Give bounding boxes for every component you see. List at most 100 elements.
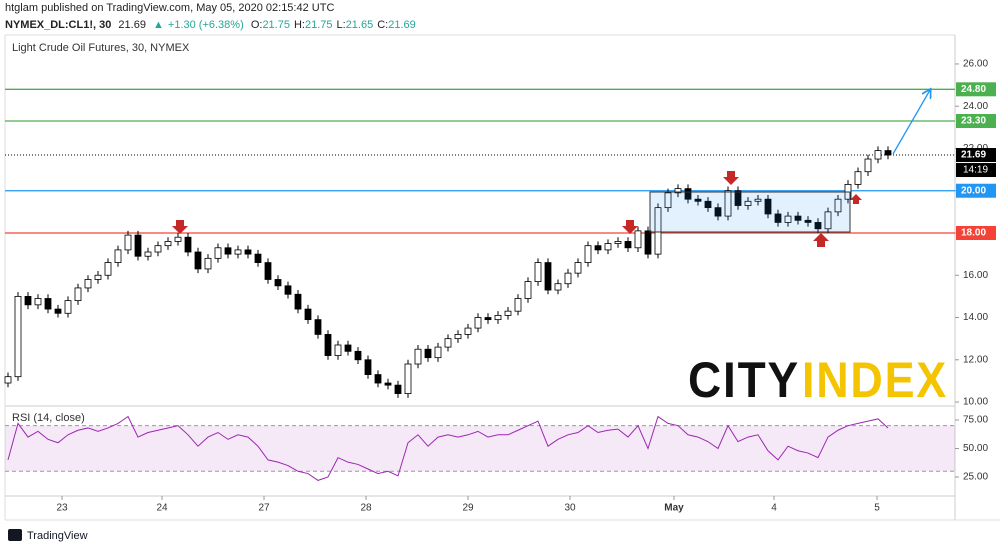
candle-body — [164, 241, 172, 247]
candle-body — [194, 251, 202, 270]
down-arrow — [723, 171, 739, 185]
candle-body — [804, 219, 812, 223]
candle-body — [84, 279, 92, 289]
symbol: NYMEX_DL:CL1!, 30 — [5, 19, 112, 31]
candle-body — [654, 207, 662, 255]
candle-body — [704, 200, 712, 209]
candle-body — [684, 188, 692, 200]
candle-body — [284, 285, 292, 295]
candle-body — [34, 298, 42, 306]
candle-body — [774, 213, 782, 223]
candle-body — [484, 317, 492, 321]
candle-body — [524, 281, 532, 299]
candle-body — [674, 188, 682, 194]
candle-body — [234, 249, 242, 255]
annotations — [172, 171, 862, 247]
x-tick-label: May — [664, 503, 684, 514]
candle-body — [664, 192, 672, 209]
ohlc-label: O: — [250, 19, 263, 31]
x-tick-label: 30 — [564, 503, 576, 514]
candle-body — [724, 190, 732, 217]
candle-body — [424, 348, 432, 359]
candle-body — [814, 222, 822, 230]
candle-body — [4, 376, 12, 384]
candle-body — [444, 338, 452, 348]
ohlc-label: C: — [377, 19, 389, 31]
x-tick-label: 5 — [874, 503, 880, 514]
candle-body — [114, 249, 122, 263]
candle-body — [304, 308, 312, 321]
y-tick-label: 10.00 — [963, 397, 988, 408]
candle-body — [604, 243, 612, 251]
candle-body — [274, 279, 282, 287]
y-tick-label: 16.00 — [963, 270, 988, 281]
chart-title: Light Crude Oil Futures, 30, NYMEX — [12, 42, 190, 54]
level-label: 18.00 — [961, 228, 986, 239]
candle-body — [514, 298, 522, 312]
candle-body — [214, 247, 222, 259]
candle-body — [874, 150, 882, 160]
candle-body — [784, 215, 792, 223]
rsi-title: RSI (14, close) — [12, 412, 85, 424]
candle-body — [94, 274, 102, 280]
change-arrow: ▲ — [153, 19, 164, 31]
candle-body — [74, 287, 82, 302]
ohlc-value: 21.75 — [262, 19, 290, 31]
ohlc-label: L: — [336, 19, 346, 31]
x-tick-label: 4 — [771, 503, 777, 514]
candle-body — [644, 230, 652, 255]
candle-body — [384, 382, 392, 386]
candle-body — [154, 245, 162, 253]
candle-body — [454, 334, 462, 340]
candle-body — [534, 262, 542, 282]
level-label: 21.69 — [961, 150, 986, 161]
candle-body — [64, 300, 72, 314]
ohlc-value: 21.75 — [304, 19, 333, 31]
x-tick-label: 28 — [360, 503, 372, 514]
candle-body — [14, 295, 22, 378]
candle-body — [324, 334, 332, 356]
candle-body — [884, 150, 892, 156]
watermark-index: INDEX — [802, 352, 948, 408]
candle-body — [414, 348, 422, 365]
publisher: htglam published on TradingView.com, May… — [5, 2, 335, 14]
candle-body — [204, 257, 212, 270]
candle-body — [354, 350, 362, 361]
candle-body — [794, 215, 802, 221]
countdown-bg — [956, 163, 996, 178]
x-tick-label: 24 — [156, 503, 168, 514]
watermark-city: CITY — [688, 352, 800, 408]
candle-body — [294, 293, 302, 310]
rsi-band — [5, 425, 955, 472]
candle-body — [434, 346, 442, 359]
candle-body — [174, 236, 182, 242]
candle-body — [714, 207, 722, 217]
ohlc-label: H: — [293, 19, 305, 31]
ohlc: O:21.75 H:21.75 L:21.65 C:21.69 — [251, 19, 420, 31]
x-tick-label: 29 — [462, 503, 474, 514]
down-arrow — [172, 220, 188, 234]
level-label-bg — [956, 183, 996, 198]
candle-body — [394, 384, 402, 394]
candle-body — [464, 327, 472, 335]
y-tick-label: 50.00 — [963, 443, 988, 454]
candle-body — [314, 319, 322, 335]
header: htglam published on TradingView.com, May… — [5, 0, 424, 34]
x-tick-label: 23 — [56, 503, 68, 514]
y-tick-label: 25.00 — [963, 472, 988, 483]
candle-body — [364, 359, 372, 375]
up-arrow — [813, 233, 829, 247]
candle-body — [634, 230, 642, 249]
candle-body — [764, 198, 772, 215]
level-label: 24.80 — [961, 84, 986, 95]
y-tick-label: 26.00 — [963, 59, 988, 70]
candle-body — [254, 253, 262, 263]
y-tick-label: 12.00 — [963, 354, 988, 365]
y-tick-label: 14.00 — [963, 312, 988, 323]
candle-body — [54, 308, 62, 314]
candle-body — [334, 344, 342, 356]
candle-body — [834, 198, 842, 213]
watermark: CITY INDEX — [688, 352, 948, 408]
